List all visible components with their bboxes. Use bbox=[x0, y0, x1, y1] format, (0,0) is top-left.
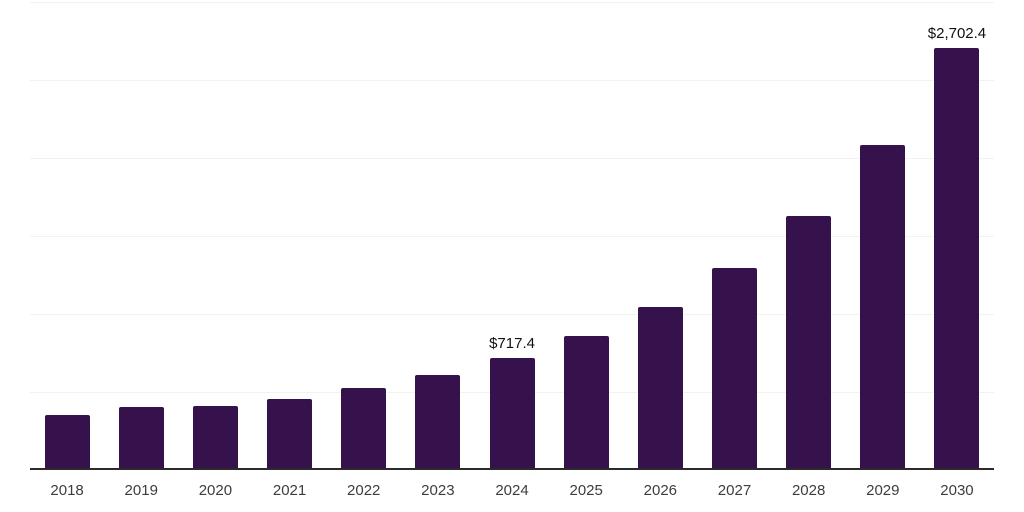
x-axis-line bbox=[30, 468, 994, 470]
bar-value-label-2024: $717.4 bbox=[489, 335, 535, 353]
bar-2020 bbox=[192, 405, 238, 470]
gridline-2500 bbox=[30, 79, 994, 81]
bar-column-2023 bbox=[401, 2, 475, 470]
bar-2023 bbox=[415, 374, 461, 470]
x-tick-label-2025: 2025 bbox=[569, 482, 603, 499]
x-tick-label-2029: 2029 bbox=[866, 482, 900, 499]
bar-column-2022 bbox=[327, 2, 401, 470]
bar-2019 bbox=[118, 406, 164, 470]
bar-column-2021 bbox=[252, 2, 326, 470]
bar-column-2018 bbox=[30, 2, 104, 470]
x-tick-label-2028: 2028 bbox=[791, 482, 826, 499]
bar-column-2027 bbox=[697, 2, 771, 470]
x-axis-tick-labels: 2018 2019 2020 2021 2022 2023 2024 2025 2026 2027… bbox=[30, 482, 994, 499]
x-tick-label-2027: 2027 bbox=[717, 482, 752, 499]
x-tick-label-2021: 2021 bbox=[272, 482, 307, 499]
bar-2018 bbox=[44, 415, 90, 470]
x-tick-label-2024: 2024 bbox=[495, 482, 529, 499]
bars-container: $717.4 $2,702.4 bbox=[30, 2, 994, 470]
bar-column-2028 bbox=[772, 2, 846, 470]
gridline-1000 bbox=[30, 313, 994, 315]
gridline-2000 bbox=[30, 157, 994, 159]
bar-column-2025 bbox=[549, 2, 623, 470]
bar-2029 bbox=[860, 144, 906, 470]
bar-value-label-2030: $2,702.4 bbox=[927, 25, 987, 43]
x-tick-label-2018: 2018 bbox=[50, 482, 84, 499]
bar-2030 bbox=[934, 48, 980, 470]
bar-column-2024: $717.4 bbox=[475, 2, 549, 470]
bar-2027 bbox=[711, 267, 757, 470]
x-tick-label-2022: 2022 bbox=[347, 482, 381, 499]
x-tick-label-2030: 2030 bbox=[940, 482, 974, 499]
bar-column-2019 bbox=[104, 2, 178, 470]
bar-2025 bbox=[563, 336, 609, 470]
bar-chart: $717.4 $2,702.4 2018 2019 2020 2021 2022 2023 2… bbox=[30, 2, 994, 499]
bar-2021 bbox=[267, 398, 313, 470]
bar-2026 bbox=[637, 307, 683, 470]
bar-column-2020 bbox=[178, 2, 252, 470]
x-tick-label-2023: 2023 bbox=[421, 482, 455, 499]
x-tick-label-2019: 2019 bbox=[124, 482, 158, 499]
bar-column-2030: $2,702.4 bbox=[920, 2, 994, 470]
x-tick-label-2026: 2026 bbox=[643, 482, 678, 499]
bar-2028 bbox=[786, 215, 832, 470]
bar-column-2026 bbox=[623, 2, 697, 470]
bar-2022 bbox=[341, 388, 387, 470]
bar-column-2029 bbox=[846, 2, 920, 470]
x-tick-label-2020: 2020 bbox=[198, 482, 233, 499]
plot-area: $717.4 $2,702.4 bbox=[30, 2, 994, 470]
gridline-1500 bbox=[30, 236, 994, 237]
bar-2024 bbox=[489, 358, 535, 470]
gridline-3000 bbox=[30, 2, 994, 3]
